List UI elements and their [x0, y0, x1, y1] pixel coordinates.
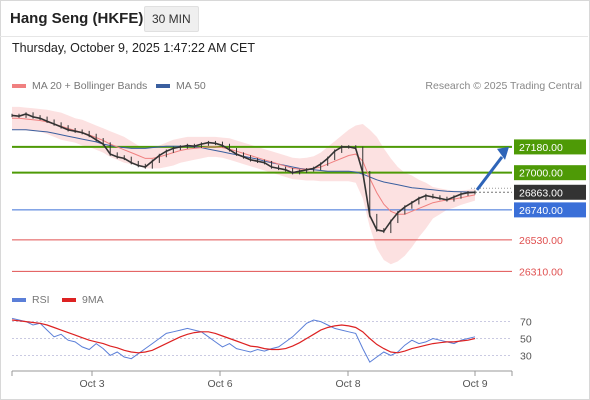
resistance-level-label: 27000.00 [519, 168, 563, 180]
forecast-arrow-head [497, 146, 509, 160]
ma9-legend: 9MA [62, 294, 104, 306]
resistance-level-label: 27180.00 [519, 142, 563, 154]
pivot-level-label: 26740.00 [519, 205, 563, 217]
rsi-legend-label: RSI [32, 294, 50, 306]
support-level-label: 26310.00 [519, 266, 563, 278]
ma20-legend: MA 20 + Bollinger Bands [12, 80, 147, 92]
ma50-legend-label: MA 50 [176, 80, 206, 92]
ma50-swatch [156, 84, 170, 88]
rsi-tick-label: 70 [520, 317, 532, 329]
timeframe-button[interactable]: 30 MIN [144, 6, 199, 32]
chart-timestamp: Thursday, October 9, 2025 1:47:22 AM CET [12, 41, 255, 55]
ma9-legend-label: 9MA [82, 294, 104, 306]
rsi-line [11, 317, 476, 363]
resistance-label-box [514, 165, 586, 181]
instrument-title: Hang Seng (HKFE) [10, 10, 144, 27]
ma9-swatch [62, 298, 76, 302]
header-divider [0, 36, 588, 37]
copyright-text: Research © 2025 Trading Central [425, 80, 582, 92]
rsi-tick-label: 30 [520, 350, 532, 362]
ma20-legend-label: MA 20 + Bollinger Bands [32, 80, 148, 92]
bollinger-band-fill [12, 106, 475, 265]
x-axis-label: Oct 6 [207, 378, 232, 390]
x-axis-label: Oct 8 [335, 378, 360, 390]
x-axis-label: Oct 9 [462, 378, 487, 390]
last-price-level-label: 26863.00 [519, 187, 563, 199]
rsi-panel: 70 50 30 [11, 317, 532, 363]
forecast-arrow-shaft [475, 156, 504, 191]
x-axis-label: Oct 3 [79, 378, 104, 390]
ma20-swatch [12, 84, 26, 88]
rsi-legend: RSI [12, 294, 50, 306]
x-axis: Oct 3 Oct 6 Oct 8 Oct 9 [11, 370, 513, 390]
ma50-legend: MA 50 [156, 80, 206, 92]
rsi-swatch [12, 298, 26, 302]
pivot-label-box [514, 202, 586, 218]
price-panel: 27180.00 27000.00 26863.00 26740.00 26530.00… [11, 106, 586, 278]
rsi-tick-label: 50 [520, 334, 532, 346]
support-level-label: 26530.00 [519, 235, 563, 247]
resistance-label-box [514, 139, 586, 155]
rsi-ma9-line [11, 319, 476, 354]
last-price-label-box [514, 184, 586, 200]
chart-header: Hang Seng (HKFE) 30 MIN [0, 0, 588, 36]
